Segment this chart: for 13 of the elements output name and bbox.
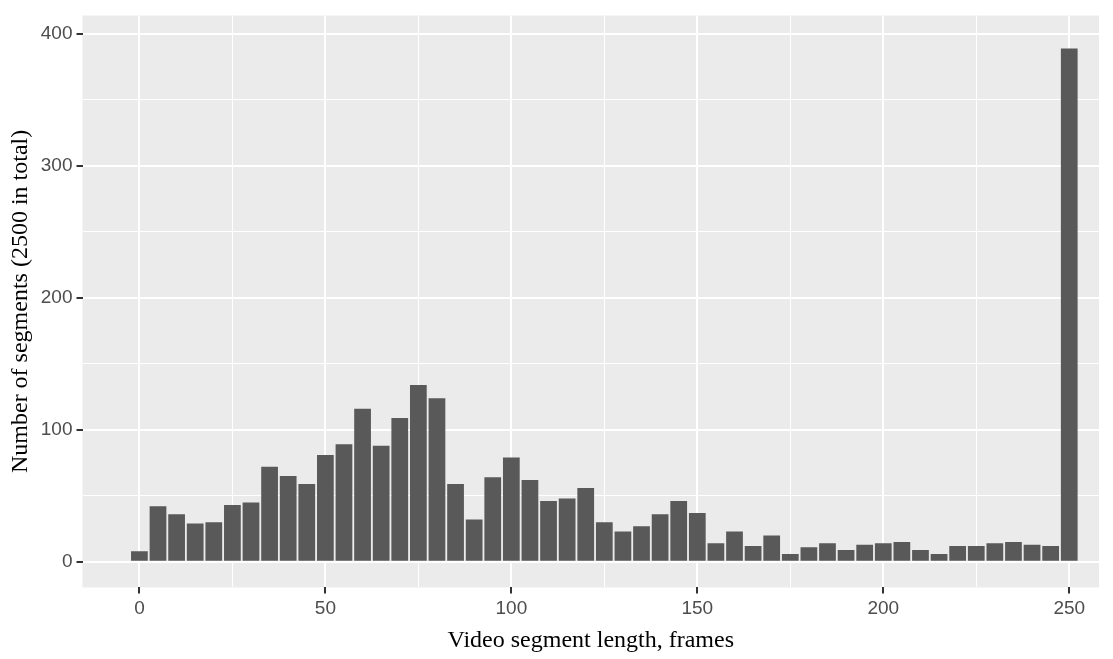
- x-tick-label: 200: [867, 597, 900, 619]
- x-tick-label: 150: [681, 597, 714, 619]
- y-tick-label: 0: [61, 550, 73, 572]
- y-axis-title: Number of segments (2500 in total): [5, 129, 32, 474]
- y-tick-label: 200: [40, 286, 73, 308]
- x-tick-label: 50: [314, 597, 336, 619]
- x-tick-label: 0: [134, 597, 145, 619]
- x-tick-label: 250: [1053, 597, 1086, 619]
- y-tick-label: 300: [40, 154, 73, 176]
- x-tick-label: 100: [495, 597, 528, 619]
- y-tick-label: 100: [40, 418, 73, 440]
- x-axis-title: Video segment length, frames: [447, 625, 734, 652]
- y-tick-label: 400: [40, 22, 73, 44]
